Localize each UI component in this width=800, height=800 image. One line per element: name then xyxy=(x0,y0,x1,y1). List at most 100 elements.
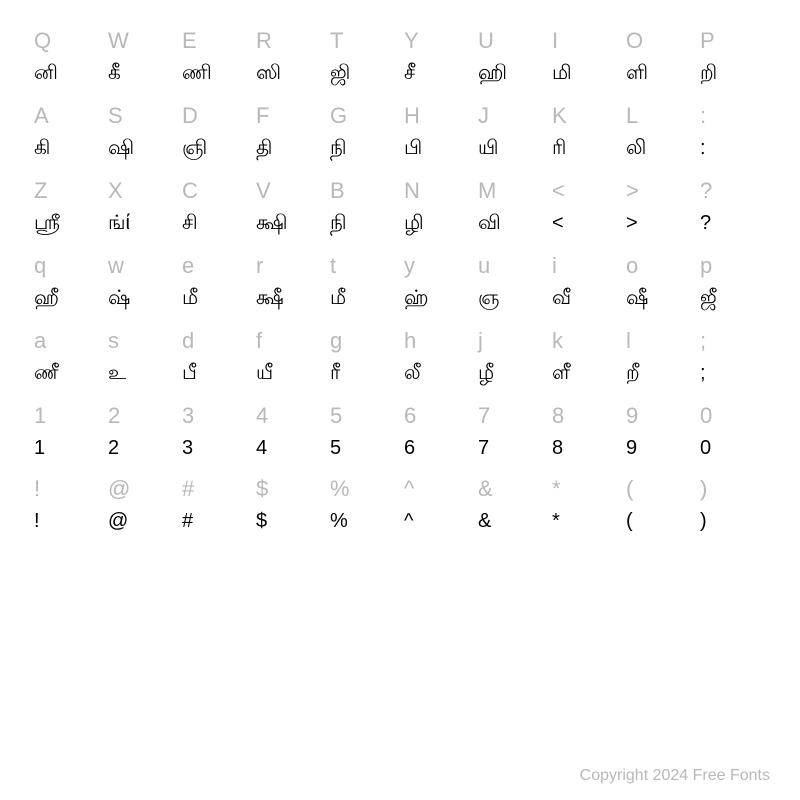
key-label: r xyxy=(256,253,263,279)
char-cell: Fதி xyxy=(252,95,326,170)
char-cell: gரீ xyxy=(326,320,400,395)
key-label: R xyxy=(256,28,272,54)
glyph: & xyxy=(478,510,491,533)
char-cell: Xங்ί xyxy=(104,170,178,245)
glyph: ணி xyxy=(182,62,212,87)
character-map-grid: QனிWகீEணிRஸிTஜிYசீUஹிIமிOளிPறிAகிSஷிDஞிF… xyxy=(30,20,770,541)
char-cell: Aகி xyxy=(30,95,104,170)
glyph: * xyxy=(552,510,560,533)
glyph: ! xyxy=(34,510,40,533)
char-cell: V க்ஷி xyxy=(252,170,326,245)
key-label: ) xyxy=(700,476,707,502)
key-label: V xyxy=(256,178,271,204)
char-cell: 66 xyxy=(400,395,474,468)
glyph: ஸி xyxy=(256,62,281,87)
glyph: < xyxy=(552,212,564,235)
char-cell: 77 xyxy=(474,395,548,468)
glyph: ஞ xyxy=(478,287,499,312)
char-cell: Lலி xyxy=(622,95,696,170)
key-label: Y xyxy=(404,28,419,54)
char-cell: eமீ xyxy=(178,245,252,320)
char-cell: Zஸ்ரீ xyxy=(30,170,104,245)
char-cell: E ணி xyxy=(178,20,252,95)
char-cell: sஉ xyxy=(104,320,178,395)
glyph: நி xyxy=(330,137,347,162)
glyph: $ xyxy=(256,510,267,533)
glyph: ஹீ xyxy=(34,287,59,312)
char-cell: (( xyxy=(622,468,696,541)
glyph: 7 xyxy=(478,437,489,460)
char-cell: Sஷி xyxy=(104,95,178,170)
glyph: சி xyxy=(182,212,198,237)
key-label: ! xyxy=(34,476,40,502)
key-label: W xyxy=(108,28,129,54)
glyph: 9 xyxy=(626,437,637,460)
key-label: 7 xyxy=(478,403,490,429)
char-cell: Pறி xyxy=(696,20,770,95)
char-cell: h லீ xyxy=(400,320,474,395)
key-label: % xyxy=(330,476,350,502)
glyph: ( xyxy=(626,510,633,533)
key-label: d xyxy=(182,328,194,354)
key-label: u xyxy=(478,253,490,279)
glyph: க்ஷீ xyxy=(256,287,284,312)
glyph: 3 xyxy=(182,437,193,460)
key-label: s xyxy=(108,328,119,354)
glyph: க்ஷி xyxy=(256,212,288,237)
char-cell: Gநி xyxy=(326,95,400,170)
glyph: யீ xyxy=(256,362,273,387)
char-cell: Mவி xyxy=(474,170,548,245)
key-label: * xyxy=(552,476,561,502)
glyph: லீ xyxy=(404,362,421,387)
key-label: l xyxy=(626,328,631,354)
key-label: ^ xyxy=(404,476,414,502)
key-label: : xyxy=(700,103,706,129)
glyph: 4 xyxy=(256,437,267,460)
glyph: கீ xyxy=(108,62,121,87)
glyph: யி xyxy=(478,137,499,162)
key-label: 2 xyxy=(108,403,120,429)
key-label: < xyxy=(552,178,565,204)
glyph: ஞி xyxy=(182,137,207,162)
key-label: P xyxy=(700,28,715,54)
key-label: > xyxy=(626,178,639,204)
key-label: @ xyxy=(108,476,130,502)
glyph: ? xyxy=(700,212,711,235)
char-cell: Yசீ xyxy=(400,20,474,95)
glyph: றீ xyxy=(626,362,640,387)
glyph: பி xyxy=(404,137,422,162)
key-label: h xyxy=(404,328,416,354)
glyph: கி xyxy=(34,137,50,162)
char-cell: Jயி xyxy=(474,95,548,170)
glyph: # xyxy=(182,510,193,533)
glyph: நி xyxy=(330,212,347,237)
glyph: தி xyxy=(256,137,272,162)
char-cell: Dஞி xyxy=(178,95,252,170)
key-label: a xyxy=(34,328,46,354)
glyph: % xyxy=(330,510,348,533)
char-cell: Oளி xyxy=(622,20,696,95)
char-cell: pஜீ xyxy=(696,245,770,320)
char-cell: ;; xyxy=(696,320,770,395)
glyph: ஷீ xyxy=(626,287,648,312)
char-cell: fயீ xyxy=(252,320,326,395)
key-label: p xyxy=(700,253,712,279)
key-label: E xyxy=(182,28,197,54)
char-cell: yஹ் xyxy=(400,245,474,320)
key-label: k xyxy=(552,328,563,354)
key-label: e xyxy=(182,253,194,279)
char-cell: << xyxy=(548,170,622,245)
glyph: ஜி xyxy=(330,62,350,87)
glyph: 0 xyxy=(700,437,711,460)
char-cell: iவீ xyxy=(548,245,622,320)
char-cell: && xyxy=(474,468,548,541)
char-cell: @@ xyxy=(104,468,178,541)
glyph: ணீ xyxy=(34,362,58,387)
key-label: 3 xyxy=(182,403,194,429)
key-label: 4 xyxy=(256,403,268,429)
glyph: 2 xyxy=(108,437,119,460)
char-cell: 00 xyxy=(696,395,770,468)
key-label: 5 xyxy=(330,403,342,429)
key-label: 1 xyxy=(34,403,46,429)
key-label: # xyxy=(182,476,194,502)
